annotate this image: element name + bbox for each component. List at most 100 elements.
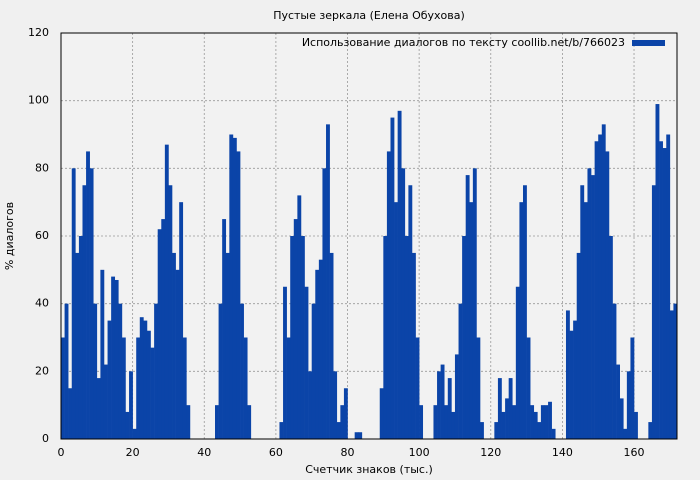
bar bbox=[146, 330, 151, 439]
x-tick-label: 100 bbox=[409, 446, 430, 459]
bar bbox=[111, 276, 116, 439]
bar bbox=[150, 347, 155, 439]
bar bbox=[179, 202, 184, 439]
bar bbox=[401, 168, 406, 440]
bar bbox=[404, 236, 409, 439]
bar bbox=[103, 364, 108, 439]
bar bbox=[71, 168, 76, 440]
bar bbox=[186, 405, 191, 439]
bar bbox=[293, 219, 298, 439]
bar bbox=[311, 303, 316, 439]
x-tick-label: 60 bbox=[269, 446, 283, 459]
bar bbox=[326, 124, 330, 439]
bar bbox=[433, 405, 438, 439]
y-axis-label: % диалогов bbox=[3, 202, 16, 270]
bar bbox=[630, 337, 635, 439]
bar bbox=[623, 428, 628, 439]
plot-frame bbox=[60, 32, 678, 440]
bar bbox=[601, 124, 606, 439]
bar bbox=[655, 104, 660, 440]
bar bbox=[61, 337, 65, 439]
bar bbox=[512, 405, 517, 439]
chart-title: Пустые зеркала (Елена Обухова) bbox=[273, 9, 465, 22]
bar bbox=[286, 337, 291, 439]
bar bbox=[576, 252, 581, 439]
bar bbox=[96, 378, 101, 439]
bar bbox=[537, 422, 542, 439]
bar bbox=[519, 202, 524, 439]
y-tick-label: 40 bbox=[35, 297, 49, 310]
bar bbox=[329, 252, 334, 439]
bar bbox=[508, 378, 513, 439]
bar bbox=[480, 422, 484, 439]
bar bbox=[297, 195, 302, 439]
bar bbox=[411, 252, 416, 439]
bar bbox=[648, 422, 653, 439]
bar bbox=[304, 286, 309, 439]
bar bbox=[616, 364, 620, 439]
bar bbox=[118, 303, 123, 439]
bar bbox=[232, 137, 237, 439]
bar bbox=[444, 405, 449, 439]
bar bbox=[565, 310, 570, 439]
bar bbox=[515, 286, 520, 439]
bar bbox=[107, 320, 112, 439]
bar bbox=[114, 279, 119, 439]
bar bbox=[458, 303, 463, 439]
bar bbox=[358, 432, 363, 439]
bar bbox=[397, 110, 402, 440]
bar bbox=[154, 303, 158, 439]
bar bbox=[75, 252, 80, 439]
bar bbox=[501, 411, 506, 439]
bar bbox=[164, 144, 169, 439]
bar bbox=[619, 398, 624, 439]
y-tick-label: 100 bbox=[28, 94, 49, 107]
bar bbox=[68, 388, 73, 439]
x-axis-label: Счетчик знаков (тыс.) bbox=[305, 463, 433, 476]
bar bbox=[472, 168, 477, 440]
bar bbox=[440, 364, 445, 439]
x-tick-label: 120 bbox=[480, 446, 501, 459]
bar bbox=[626, 371, 631, 439]
bar bbox=[143, 320, 148, 439]
bar bbox=[132, 428, 137, 439]
bar bbox=[551, 428, 556, 439]
bar bbox=[290, 236, 295, 439]
bar bbox=[161, 219, 166, 439]
bar bbox=[548, 401, 552, 439]
bar bbox=[673, 303, 678, 439]
bar bbox=[279, 422, 284, 439]
bar bbox=[300, 236, 305, 439]
bar bbox=[82, 185, 87, 439]
bar bbox=[666, 134, 671, 439]
bar bbox=[121, 337, 126, 439]
bar bbox=[333, 371, 338, 439]
bar bbox=[580, 185, 585, 439]
x-tick-label: 40 bbox=[197, 446, 211, 459]
bar bbox=[308, 371, 312, 439]
bar bbox=[662, 148, 667, 440]
bar bbox=[523, 185, 527, 439]
bar bbox=[247, 405, 252, 439]
legend-swatch bbox=[632, 40, 665, 46]
bar bbox=[598, 134, 603, 439]
bar bbox=[86, 151, 90, 439]
y-tick-label: 20 bbox=[35, 364, 49, 377]
bar bbox=[139, 317, 144, 439]
bar bbox=[608, 236, 613, 439]
bar bbox=[408, 185, 413, 439]
bar bbox=[78, 236, 83, 439]
bar bbox=[354, 432, 359, 439]
x-tick-label: 160 bbox=[624, 446, 645, 459]
bar bbox=[225, 252, 230, 439]
x-tick-label: 80 bbox=[341, 446, 355, 459]
bar bbox=[283, 286, 287, 439]
bar bbox=[136, 337, 141, 439]
bar bbox=[100, 269, 105, 439]
bar bbox=[544, 405, 549, 439]
y-tick-label: 60 bbox=[35, 229, 49, 242]
bar bbox=[540, 405, 545, 439]
bar bbox=[318, 259, 323, 439]
bar bbox=[476, 337, 481, 439]
